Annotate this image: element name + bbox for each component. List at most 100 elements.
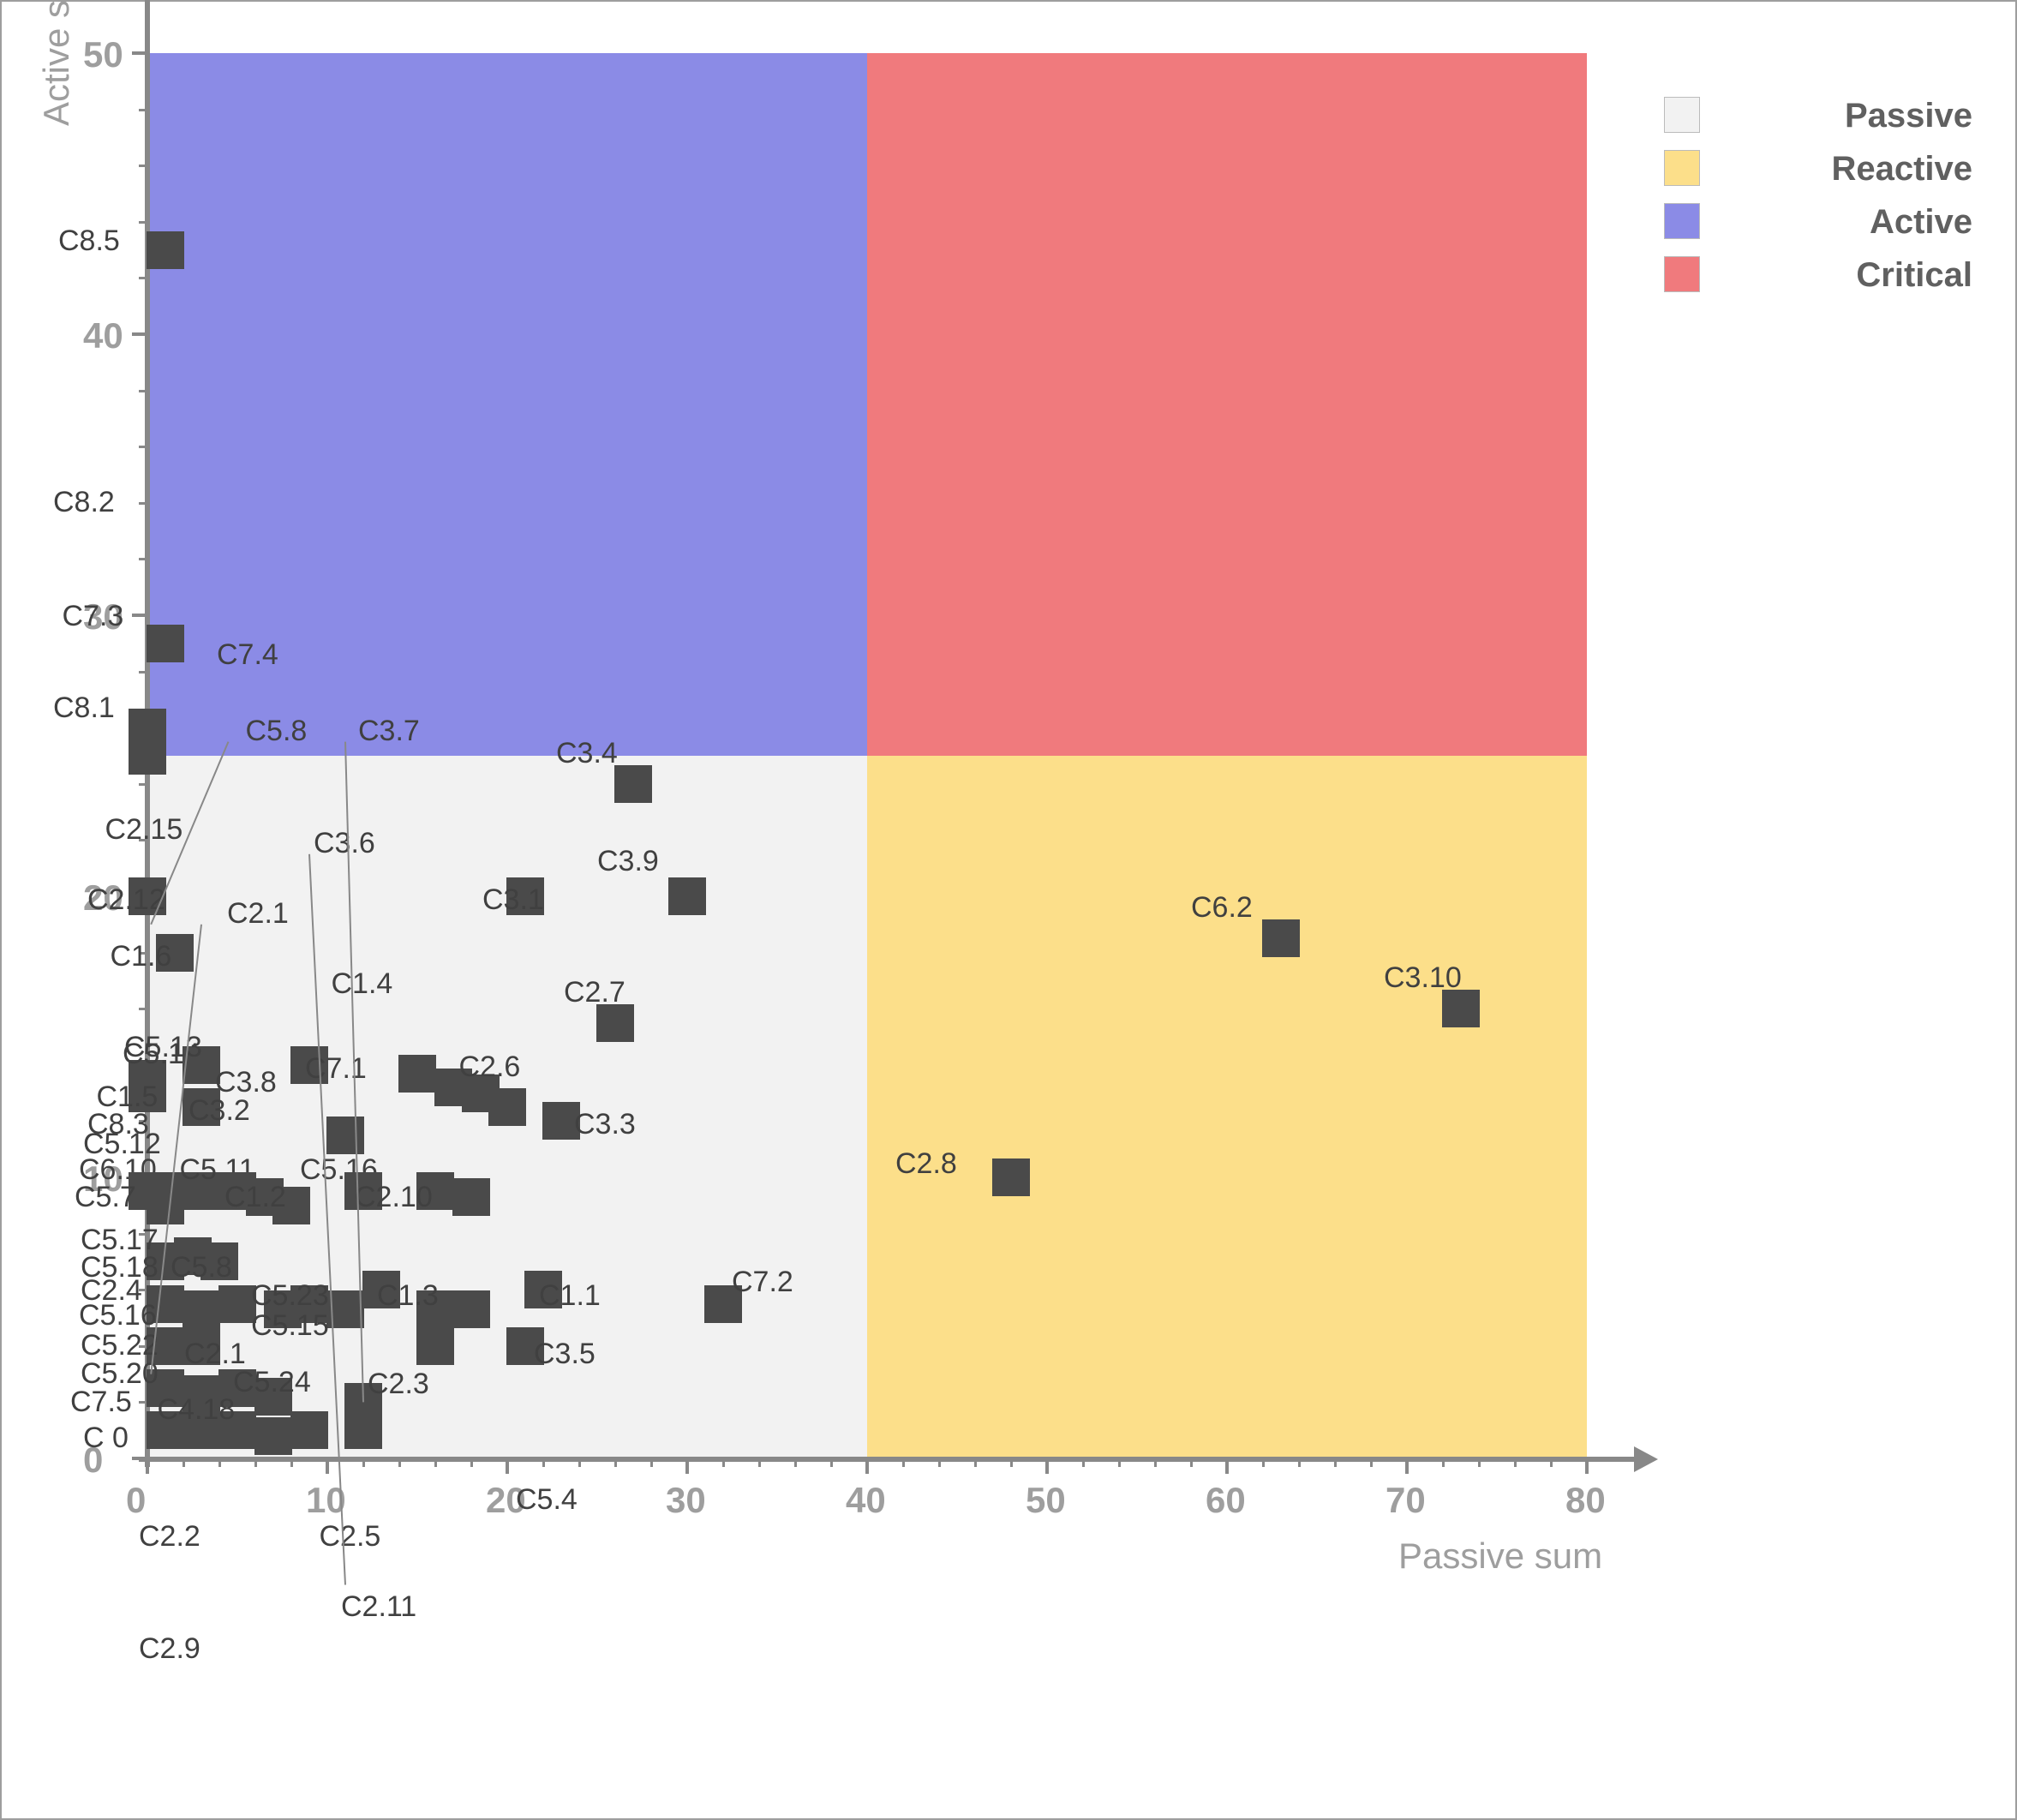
data-point-label: C2.3: [368, 1368, 429, 1401]
data-point: [290, 1411, 328, 1449]
y-minor-tick: [139, 109, 147, 111]
data-point: [1442, 990, 1480, 1027]
x-tick-label: 50: [1026, 1480, 1066, 1521]
x-minor-tick: [434, 1458, 437, 1467]
data-point-label: C2.11: [341, 1590, 416, 1624]
data-point: [129, 709, 166, 746]
data-point: [452, 1178, 490, 1216]
x-tick: [1225, 1458, 1229, 1474]
legend-label: Critical: [1733, 256, 1972, 295]
x-minor-tick: [1262, 1458, 1265, 1467]
x-minor-tick: [1154, 1458, 1157, 1467]
x-minor-tick: [1514, 1458, 1517, 1467]
data-point-label: C4.18: [158, 1393, 236, 1427]
data-point: [1262, 919, 1300, 957]
data-point-label: C 0: [83, 1422, 129, 1455]
data-point-label: C2.12: [87, 883, 165, 917]
x-minor-tick: [1190, 1458, 1193, 1467]
x-minor-tick: [830, 1458, 833, 1467]
data-point-label: C3.1: [482, 883, 544, 917]
data-point: [254, 1417, 292, 1455]
y-tick: [132, 51, 147, 55]
x-minor-tick: [542, 1458, 545, 1467]
x-minor-tick: [614, 1458, 617, 1467]
y-axis-title: Active sum: [36, 0, 77, 126]
data-point-label: C8.5: [58, 225, 120, 258]
x-tick: [1405, 1458, 1409, 1474]
data-point-label: C3.4: [556, 737, 618, 770]
legend-item: Reactive: [1664, 145, 1972, 198]
x-minor-tick: [470, 1458, 473, 1467]
x-tick: [1045, 1458, 1049, 1474]
x-tick: [326, 1458, 329, 1474]
data-point-label: C2.15: [105, 813, 183, 847]
x-minor-tick: [398, 1458, 401, 1467]
x-tick-label: 70: [1386, 1480, 1426, 1521]
data-point-label: C5.24: [233, 1366, 311, 1399]
x-minor-tick: [1298, 1458, 1301, 1467]
data-point-label: C7.4: [217, 638, 278, 672]
legend-swatch: [1664, 150, 1700, 186]
data-point-label: C7.1: [305, 1052, 367, 1086]
data-point: [147, 625, 184, 662]
data-point-label: C6.2: [1191, 891, 1253, 925]
y-minor-tick: [139, 558, 147, 560]
data-point-label: C5.4: [516, 1483, 578, 1517]
x-tick-label: 10: [306, 1480, 346, 1521]
data-point-label: C3.6: [314, 827, 375, 860]
x-minor-tick: [362, 1458, 365, 1467]
data-point-label: C2.1: [227, 897, 289, 931]
y-tick-label: 40: [83, 315, 123, 356]
data-point-label: C5.8: [171, 1251, 232, 1284]
legend-item: Active: [1664, 198, 1972, 251]
x-tick: [1585, 1458, 1589, 1474]
data-point: [596, 1004, 634, 1042]
y-tick: [132, 614, 147, 617]
x-minor-tick: [218, 1458, 221, 1467]
data-point: [614, 765, 652, 803]
legend-item: Passive: [1664, 92, 1972, 145]
legend-swatch: [1664, 256, 1700, 292]
legend-swatch: [1664, 203, 1700, 239]
y-tick-label: 50: [83, 34, 123, 75]
data-point: [183, 1290, 220, 1328]
data-point: [326, 1117, 364, 1154]
data-point-label: C5.16: [79, 1299, 157, 1332]
x-minor-tick: [1334, 1458, 1337, 1467]
legend-label: Passive: [1733, 97, 1972, 135]
x-minor-tick: [1010, 1458, 1013, 1467]
data-point-label: C1.1: [539, 1279, 601, 1313]
data-point-label: C2.6: [459, 1051, 521, 1084]
legend-label: Active: [1733, 203, 1972, 242]
x-tick-label: 80: [1565, 1480, 1606, 1521]
data-point-label: C1.4: [332, 967, 393, 1001]
y-minor-tick: [139, 671, 147, 674]
x-tick-label: 40: [846, 1480, 886, 1521]
legend-label: Reactive: [1733, 150, 1972, 189]
y-minor-tick: [139, 783, 147, 786]
x-tick: [146, 1458, 149, 1474]
data-point-label: C5.13: [124, 1031, 202, 1064]
data-point: [452, 1290, 490, 1328]
data-point: [398, 1055, 436, 1093]
data-point-label: C1.6: [111, 940, 172, 973]
quadrant-critical: [867, 53, 1587, 756]
x-minor-tick: [758, 1458, 761, 1467]
y-minor-tick: [139, 165, 147, 167]
x-axis-arrow: [1634, 1446, 1658, 1472]
y-minor-tick: [139, 221, 147, 224]
x-minor-tick: [974, 1458, 977, 1467]
data-point-label: C3.10: [1384, 961, 1462, 995]
x-minor-tick: [1118, 1458, 1121, 1467]
data-point-label: C7.5: [70, 1386, 132, 1419]
data-point-label: C2.10: [355, 1181, 433, 1214]
data-point-label: C5.15: [251, 1309, 329, 1343]
y-tick: [132, 332, 147, 336]
legend-item: Critical: [1664, 251, 1972, 304]
x-minor-tick: [938, 1458, 941, 1467]
plot-area: 0102030405060708001020304050Passive sumA…: [147, 53, 1587, 1458]
x-minor-tick: [650, 1458, 653, 1467]
y-minor-tick: [139, 502, 147, 505]
y-minor-tick: [139, 277, 147, 279]
x-minor-tick: [794, 1458, 797, 1467]
